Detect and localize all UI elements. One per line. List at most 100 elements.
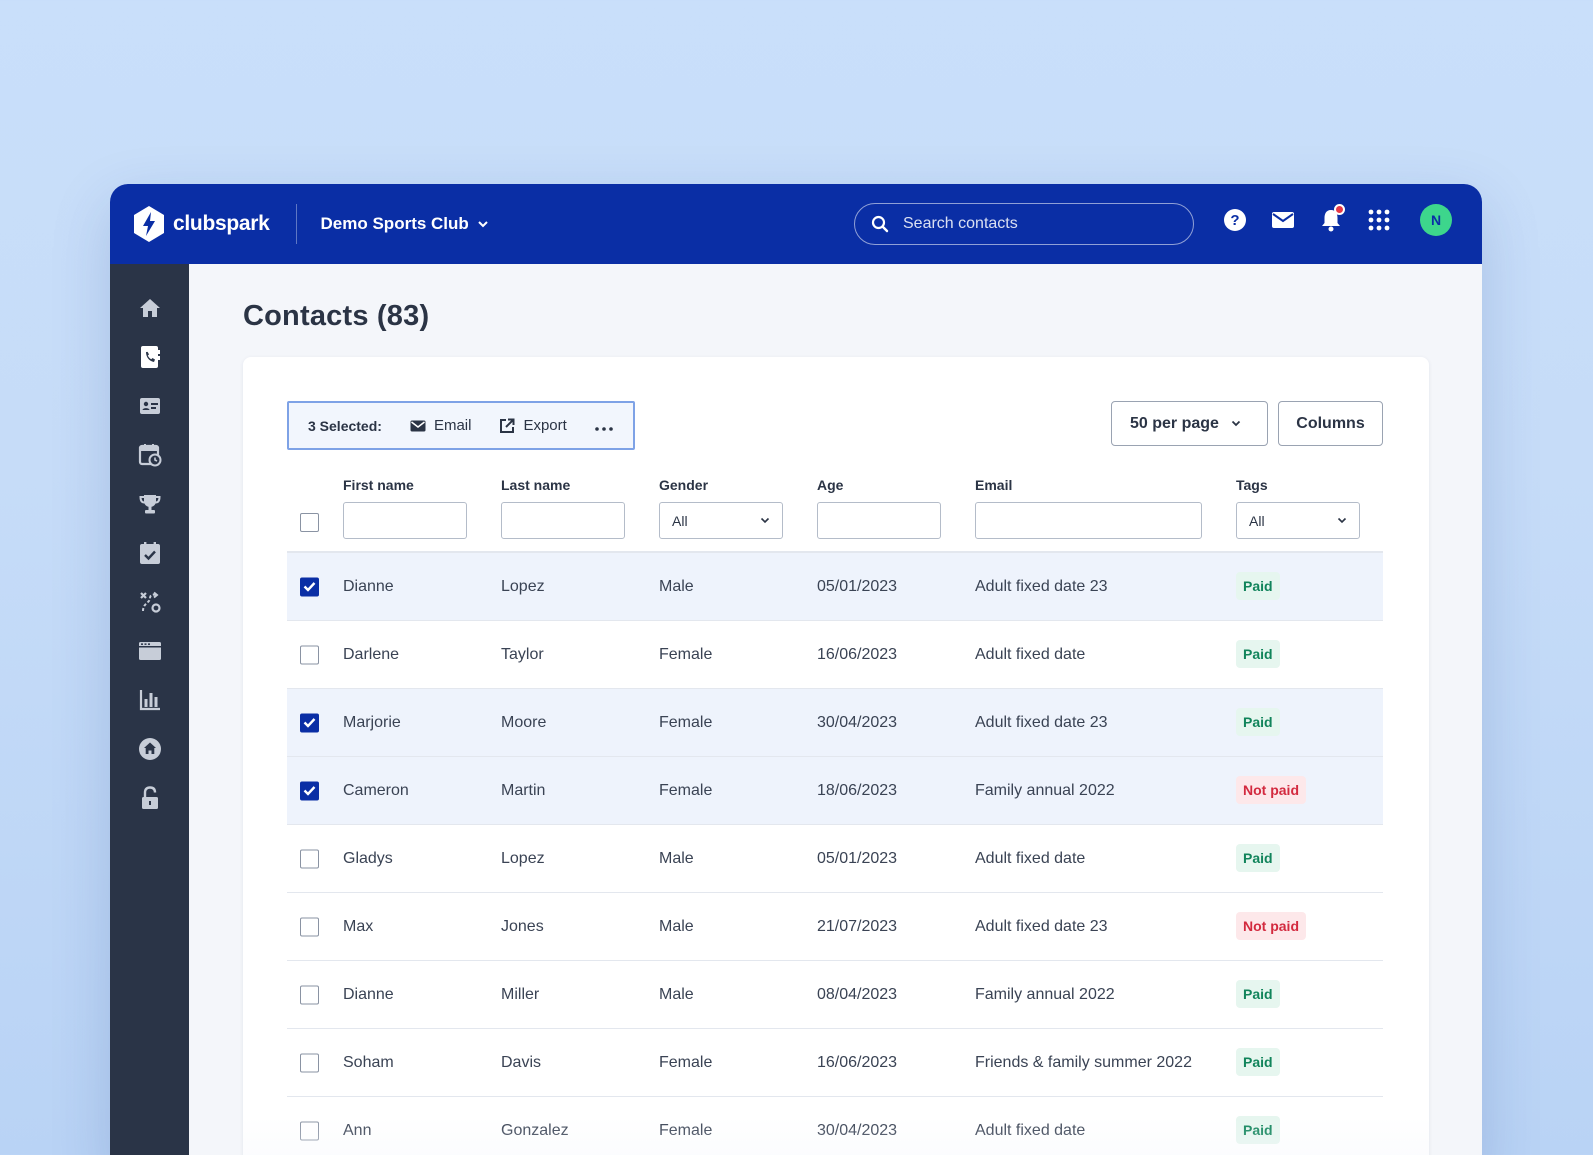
email-cell: Adult fixed date: [975, 645, 1086, 663]
first-name-cell: Dianne: [343, 577, 394, 595]
first-name-cell: Cameron: [343, 781, 409, 799]
club-switcher[interactable]: Demo Sports Club: [321, 214, 489, 234]
header-last-name: Last name: [501, 477, 625, 539]
age-cell: 05/01/2023: [817, 849, 898, 867]
age-header: Age: [817, 477, 844, 493]
table-row[interactable]: Darlene Taylor Female 16/06/2023 Adult fixed…: [287, 621, 1383, 689]
sidebar-item-home[interactable]: [130, 288, 170, 328]
first-name-filter[interactable]: [343, 502, 467, 539]
first-name-cell: Dianne: [343, 985, 394, 1003]
sidebar: [110, 264, 189, 1155]
sidebar-item-contacts[interactable]: [130, 337, 170, 377]
apps-button[interactable]: [1366, 207, 1392, 233]
sidebar-item-memberships[interactable]: [130, 386, 170, 426]
tag-cell: Paid: [1236, 639, 1280, 668]
last-name-cell: Jones: [501, 917, 544, 935]
sidebar-item-bookings[interactable]: [130, 435, 170, 475]
table-row[interactable]: Marjorie Moore Female 30/04/2023 Adult fixed…: [287, 689, 1383, 757]
page-title: Contacts (83): [243, 300, 430, 332]
gender-filter-value: All: [672, 512, 688, 529]
row-select-cell: [300, 577, 319, 596]
row-select-cell: [300, 1053, 319, 1072]
svg-text:?: ?: [1230, 212, 1239, 229]
age-filter[interactable]: [817, 502, 941, 539]
messages-button[interactable]: [1270, 207, 1296, 233]
table-row[interactable]: Soham Davis Female 16/06/2023 Friends & fami…: [287, 1029, 1383, 1097]
last-name-cell: Martin: [501, 781, 546, 799]
clubspark-logo[interactable]: clubspark: [132, 205, 270, 243]
chevron-down-icon: [478, 221, 488, 228]
select-all-checkbox[interactable]: [300, 513, 319, 532]
table-row[interactable]: Dianne Miller Male 08/04/2023 Family annual …: [287, 961, 1383, 1029]
bulk-email-button[interactable]: Email: [410, 417, 472, 434]
home-icon: [139, 299, 160, 317]
table-row[interactable]: Cameron Martin Female 18/06/2023 Family annu…: [287, 757, 1383, 825]
help-button[interactable]: ?: [1222, 207, 1248, 233]
per-page-select[interactable]: 50 per page: [1111, 401, 1268, 446]
sidebar-item-venue[interactable]: [130, 631, 170, 671]
header-gender: Gender All: [659, 477, 783, 539]
last-name-filter[interactable]: [501, 502, 625, 539]
status-badge: Paid: [1236, 571, 1280, 600]
columns-button[interactable]: Columns: [1278, 401, 1383, 446]
tag-cell: Not paid: [1236, 911, 1306, 940]
tag-cell: Not paid: [1236, 775, 1306, 804]
email-cell: Adult fixed date 23: [975, 713, 1108, 731]
last-name-cell: Lopez: [501, 849, 545, 867]
export-icon: [500, 418, 515, 433]
last-name-cell: Miller: [501, 985, 540, 1003]
row-checkbox[interactable]: [300, 1053, 319, 1072]
gender-cell: Male: [659, 985, 694, 1003]
row-select-cell: [300, 1121, 319, 1140]
sidebar-item-coaching[interactable]: [130, 582, 170, 622]
coaching-icon: [139, 591, 161, 613]
gender-filter-select[interactable]: All: [659, 502, 783, 539]
row-checkbox[interactable]: [300, 917, 319, 936]
chevron-down-icon: [1231, 420, 1241, 427]
row-checkbox[interactable]: [300, 645, 319, 664]
notifications-button[interactable]: [1318, 204, 1345, 233]
search-input[interactable]: [903, 215, 1163, 233]
contacts-icon: [140, 346, 160, 368]
more-actions-button[interactable]: [595, 418, 613, 434]
sidebar-item-competitions[interactable]: [130, 484, 170, 524]
table-row[interactable]: Ann Gonzalez Female 30/04/2023 Adult fixed d…: [287, 1097, 1383, 1155]
chevron-down-icon: [760, 517, 770, 524]
user-avatar[interactable]: N: [1420, 204, 1452, 236]
table-row[interactable]: Dianne Lopez Male 05/01/2023 Adult fixed dat…: [287, 553, 1383, 621]
search-bar[interactable]: [854, 203, 1194, 245]
sidebar-item-access[interactable]: [130, 778, 170, 818]
email-header: Email: [975, 477, 1013, 493]
row-checkbox[interactable]: [300, 849, 319, 868]
club-home-icon: [138, 738, 161, 760]
table-row[interactable]: Gladys Lopez Male 05/01/2023 Adult fixed dat…: [287, 825, 1383, 893]
apps-grid-icon: [1368, 209, 1390, 231]
sidebar-item-reports[interactable]: [130, 680, 170, 720]
age-cell: 16/06/2023: [817, 1053, 898, 1071]
email-cell: Friends & family summer 2022: [975, 1053, 1192, 1071]
sidebar-item-events[interactable]: [130, 533, 170, 573]
age-cell: 21/07/2023: [817, 917, 898, 935]
bulk-email-label: Email: [433, 417, 472, 434]
table-row[interactable]: Max Jones Male 21/07/2023 Adult fixed date 2…: [287, 893, 1383, 961]
row-checkbox[interactable]: [300, 781, 319, 800]
tags-header: Tags: [1236, 477, 1268, 493]
status-badge: Paid: [1236, 707, 1280, 736]
row-checkbox[interactable]: [300, 985, 319, 1004]
sidebar-item-club[interactable]: [130, 729, 170, 769]
row-checkbox[interactable]: [300, 1121, 319, 1140]
email-filter[interactable]: [975, 502, 1202, 539]
bulk-export-button[interactable]: Export: [499, 417, 567, 434]
row-checkbox[interactable]: [300, 713, 319, 732]
email-cell: Adult fixed date: [975, 1121, 1086, 1139]
checkmark-icon: [303, 786, 316, 796]
header-divider: [295, 204, 297, 244]
main-content: Contacts (83) 3 Selected: Email Export 5…: [189, 264, 1482, 1155]
gender-cell: Female: [659, 781, 713, 799]
checkmark-icon: [303, 718, 316, 728]
status-badge: Paid: [1236, 639, 1280, 668]
tags-filter-select[interactable]: All: [1236, 502, 1360, 539]
age-cell: 30/04/2023: [817, 713, 898, 731]
row-checkbox[interactable]: [300, 577, 319, 596]
row-select-cell: [300, 645, 319, 664]
